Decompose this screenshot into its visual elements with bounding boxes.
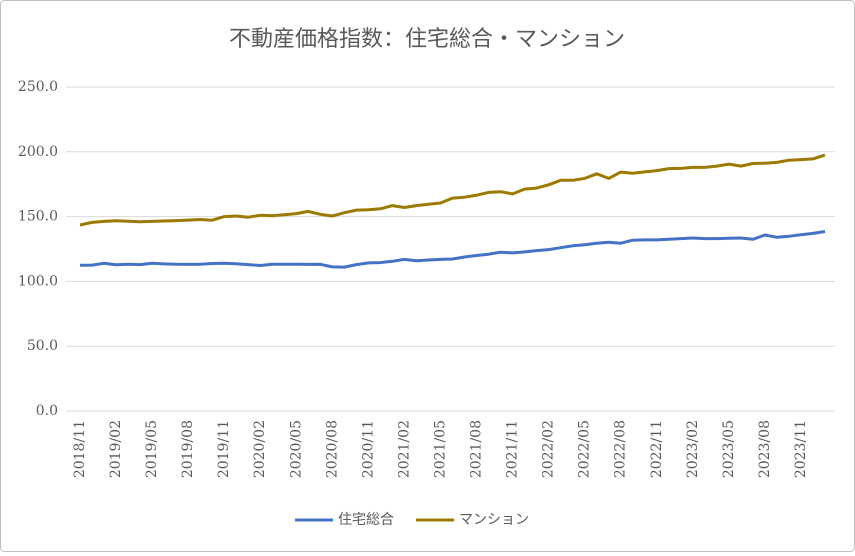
legend-label: マンション	[459, 512, 529, 528]
x-tick-label: 2019/02	[108, 420, 124, 478]
y-tick-label: 50.0	[27, 338, 58, 354]
x-tick-label: 2021/08	[469, 420, 485, 478]
x-tick-label: 2018/11	[72, 420, 88, 478]
x-tick-label: 2021/02	[396, 420, 412, 478]
x-tick-label: 2021/05	[432, 420, 448, 478]
x-tick-label: 2022/11	[649, 420, 665, 478]
series-line	[79, 153, 826, 227]
y-tick-label: 250.0	[18, 79, 58, 95]
x-tick-label: 2020/05	[288, 420, 304, 478]
y-tick-label: 100.0	[18, 273, 58, 289]
x-tick-label: 2022/02	[541, 420, 557, 478]
y-tick-label: 150.0	[18, 209, 58, 225]
x-tick-label: 2019/05	[144, 420, 160, 478]
x-tick-label: 2022/08	[613, 420, 629, 478]
series-line	[79, 230, 826, 269]
x-tick-label: 2019/11	[216, 420, 232, 478]
x-tick-label: 2023/02	[685, 420, 701, 478]
x-tick-label: 2022/05	[577, 420, 593, 478]
x-tick-label: 2020/08	[324, 420, 340, 478]
x-tick-label: 2021/11	[505, 420, 521, 478]
y-tick-label: 0.0	[36, 403, 58, 419]
x-tick-label: 2023/08	[757, 420, 773, 478]
chart-title: 不動産価格指数：住宅総合・マンション	[229, 27, 625, 52]
x-tick-label: 2023/05	[721, 420, 737, 478]
y-tick-label: 200.0	[18, 144, 58, 160]
x-tick-label: 2020/11	[360, 420, 376, 478]
x-tick-label: 2019/08	[180, 420, 196, 478]
legend-label: 住宅総合	[338, 512, 394, 528]
x-tick-label: 2023/11	[793, 420, 809, 478]
x-tick-label: 2020/02	[252, 420, 268, 478]
